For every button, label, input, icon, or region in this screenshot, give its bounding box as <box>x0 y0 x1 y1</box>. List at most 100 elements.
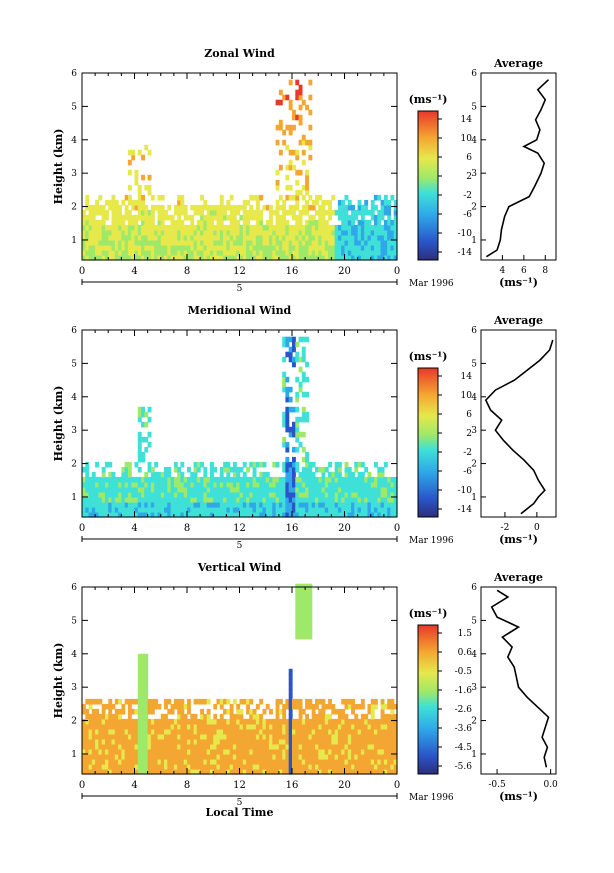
heatmap-cell <box>141 688 145 695</box>
heatmap-cell <box>137 189 142 196</box>
heatmap-cell <box>275 184 280 191</box>
heatmap-cell <box>141 754 145 760</box>
heatmap-cell <box>295 255 300 261</box>
heatmap-cell <box>298 769 303 775</box>
heatmap-cell <box>144 733 149 740</box>
heatmap-cell <box>288 194 293 201</box>
heatmap-cell <box>164 698 168 705</box>
heatmap-cell <box>305 633 309 640</box>
heatmap-cell <box>196 219 201 226</box>
heatmap-cell <box>180 204 185 211</box>
heatmap-cell <box>354 245 359 251</box>
heatmap-cell <box>147 481 152 488</box>
heatmap-cell <box>246 481 250 488</box>
heatmap-cell <box>341 749 346 755</box>
heatmap-cell <box>101 738 106 745</box>
heatmap-cell <box>328 764 332 770</box>
heatmap-cell <box>351 769 355 775</box>
heatmap-cell <box>95 749 99 755</box>
heatmap-cell <box>331 507 336 513</box>
heatmap-cell <box>249 718 254 725</box>
heatmap-cell <box>85 240 90 246</box>
heatmap-cell <box>295 703 300 710</box>
heatmap-cell <box>134 481 139 488</box>
heatmap-cell <box>150 235 155 241</box>
colorbar-tick-label: -6 <box>463 210 472 220</box>
heatmap-cell <box>229 749 234 755</box>
heatmap-cell <box>246 497 250 503</box>
heatmap-cell <box>367 240 372 246</box>
heatmap-cell <box>249 743 254 750</box>
heatmap-cell <box>364 209 369 216</box>
heatmap-cell <box>177 754 182 760</box>
heatmap-cell <box>101 486 106 493</box>
heatmap-cell <box>318 738 323 745</box>
heatmap-cell <box>127 728 132 735</box>
heatmap-cell <box>229 497 234 503</box>
heatmap-cell <box>255 754 260 760</box>
heatmap-cell <box>229 703 234 710</box>
heatmap-cell <box>154 471 159 478</box>
heatmap-cell <box>210 476 214 483</box>
heatmap-cell <box>118 204 122 211</box>
heatmap-cell <box>367 502 372 508</box>
heatmap-cell <box>85 476 90 483</box>
heatmap-cell <box>308 502 313 508</box>
heatmap-cell <box>141 673 145 680</box>
heatmap-cell <box>390 764 395 770</box>
heatmap-cell <box>380 255 385 261</box>
heatmap-cell <box>360 698 365 705</box>
heatmap-cell <box>173 219 178 226</box>
heatmap-cell <box>255 224 260 231</box>
heatmap-cell <box>121 229 126 236</box>
heatmap-cell <box>288 406 293 413</box>
heatmap-cell <box>311 214 316 221</box>
heatmap-cell <box>124 502 129 508</box>
heatmap-cell <box>91 209 96 216</box>
heatmap-cell <box>341 759 346 765</box>
heatmap-cell <box>331 235 336 241</box>
heatmap-cell <box>383 204 388 211</box>
heatmap-cell <box>308 466 313 473</box>
heatmap-cell <box>223 708 227 715</box>
heatmap-cell <box>223 497 227 503</box>
heatmap-cell <box>147 738 152 745</box>
y-tick-label: 5 <box>71 359 77 369</box>
heatmap-cell <box>157 738 162 745</box>
heatmap-cell <box>239 492 244 498</box>
heatmap-cell <box>101 759 106 765</box>
heatmap-cell <box>370 497 375 503</box>
heatmap-cell <box>295 588 300 595</box>
heatmap-cell <box>246 224 250 231</box>
heatmap-cell <box>242 507 247 513</box>
heatmap-cell <box>387 718 392 725</box>
heatmap-cell <box>223 245 227 251</box>
heatmap-cell <box>292 481 296 488</box>
heatmap-cell <box>216 219 221 226</box>
heatmap-cell <box>147 461 152 468</box>
heatmap-cell <box>127 738 132 745</box>
heatmap-cell <box>111 733 116 740</box>
heatmap-cell <box>88 476 93 483</box>
heatmap-cell <box>154 250 159 256</box>
heatmap-cell <box>170 240 175 246</box>
heatmap-cell <box>137 738 142 745</box>
heatmap-cell <box>288 759 293 765</box>
heatmap-cell <box>223 209 227 216</box>
heatmap-cell <box>324 759 329 765</box>
profile-x-tick-label: -2 <box>501 523 510 533</box>
heatmap-cell <box>295 189 300 196</box>
heatmap-cell <box>337 749 342 755</box>
heatmap-cell <box>157 224 162 231</box>
heatmap-cell <box>383 703 388 710</box>
heatmap-cell <box>275 179 280 186</box>
heatmap-cell <box>351 476 355 483</box>
heatmap-cell <box>216 255 221 261</box>
heatmap-cell <box>118 214 122 221</box>
heatmap-cell <box>236 512 241 518</box>
heatmap-cell <box>259 738 264 745</box>
heatmap-cell <box>344 492 349 498</box>
heatmap-cell <box>337 471 342 478</box>
heatmap-cell <box>236 219 241 226</box>
heatmap-cell <box>321 728 326 735</box>
